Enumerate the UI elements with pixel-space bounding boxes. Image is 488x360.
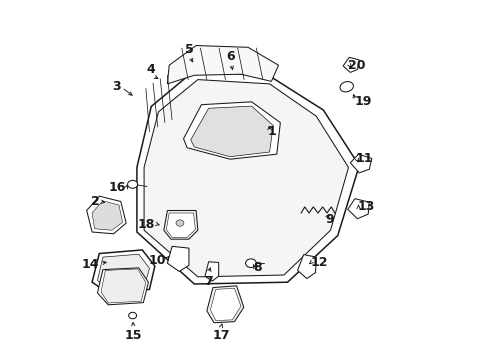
Text: 10: 10 — [148, 254, 165, 267]
Ellipse shape — [128, 312, 136, 319]
Polygon shape — [297, 255, 316, 279]
Polygon shape — [97, 268, 148, 305]
Polygon shape — [190, 106, 273, 157]
Polygon shape — [92, 201, 122, 230]
Polygon shape — [92, 250, 155, 293]
Text: 15: 15 — [124, 329, 142, 342]
Polygon shape — [163, 211, 198, 239]
Text: 3: 3 — [112, 80, 121, 93]
Text: 17: 17 — [212, 329, 229, 342]
Polygon shape — [166, 213, 195, 237]
Text: 16: 16 — [108, 181, 126, 194]
Polygon shape — [349, 154, 371, 173]
Text: 2: 2 — [90, 195, 99, 208]
Text: 18: 18 — [137, 218, 155, 231]
Text: 7: 7 — [204, 275, 213, 288]
Text: 13: 13 — [357, 201, 374, 213]
Ellipse shape — [339, 82, 353, 92]
Polygon shape — [97, 254, 149, 291]
Text: 12: 12 — [310, 256, 327, 269]
Polygon shape — [206, 286, 244, 323]
Polygon shape — [347, 199, 368, 219]
Text: 1: 1 — [267, 125, 276, 138]
Ellipse shape — [245, 259, 256, 267]
Ellipse shape — [176, 220, 183, 226]
Text: 8: 8 — [253, 261, 262, 274]
Text: 5: 5 — [184, 43, 193, 56]
Text: 11: 11 — [355, 152, 372, 165]
Polygon shape — [167, 246, 188, 271]
Text: 14: 14 — [81, 258, 99, 271]
Polygon shape — [343, 57, 359, 72]
Polygon shape — [183, 102, 280, 159]
Text: 4: 4 — [146, 63, 155, 76]
Polygon shape — [101, 269, 145, 303]
Polygon shape — [144, 80, 348, 277]
Text: 9: 9 — [325, 213, 333, 226]
Text: 6: 6 — [225, 50, 234, 63]
Polygon shape — [210, 288, 241, 320]
Text: 20: 20 — [348, 59, 365, 72]
Polygon shape — [167, 45, 278, 84]
Polygon shape — [137, 71, 359, 284]
Ellipse shape — [127, 180, 137, 188]
Polygon shape — [86, 196, 126, 234]
Polygon shape — [204, 262, 218, 281]
Text: 19: 19 — [354, 95, 371, 108]
